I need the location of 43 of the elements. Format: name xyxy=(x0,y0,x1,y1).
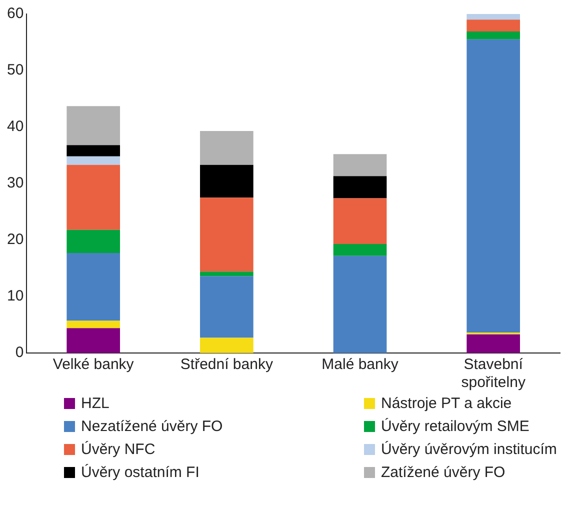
bar xyxy=(200,130,254,165)
bar xyxy=(66,252,120,321)
legend-label: Úvěry úvěrovým institucím xyxy=(381,441,557,458)
bar xyxy=(466,32,520,40)
legend-label: HZL xyxy=(81,395,110,412)
bar xyxy=(66,156,120,165)
bar xyxy=(66,320,120,328)
bar xyxy=(466,39,520,333)
legend-label: Nezatížené úvěry FO xyxy=(81,418,223,435)
bar xyxy=(66,328,120,353)
legend-label: Zatížené úvěry FO xyxy=(381,464,506,481)
bar xyxy=(200,198,254,272)
x-tick-label: Stavební spořitelny xyxy=(461,356,526,392)
x-tick-label: Střední banky xyxy=(180,356,274,374)
y-tick-label: 50 xyxy=(6,62,24,79)
bar xyxy=(333,244,387,256)
y-tick-label: 30 xyxy=(6,174,24,192)
y-tick-label: 60 xyxy=(6,5,24,22)
bar xyxy=(333,198,387,244)
y-tick-label: 20 xyxy=(6,231,24,248)
bar xyxy=(66,145,120,156)
y-tick-label: 10 xyxy=(6,288,24,305)
bar xyxy=(333,256,387,353)
bar xyxy=(200,276,254,338)
bar xyxy=(333,176,387,198)
bar xyxy=(466,334,520,353)
legend-label: Nástroje PT a akcie xyxy=(381,395,512,412)
bar xyxy=(466,20,520,32)
bar xyxy=(333,154,387,176)
y-tick-label: 40 xyxy=(6,118,24,136)
bar xyxy=(200,272,254,276)
legend-label: Úvěry NFC xyxy=(81,441,156,458)
legend-label: Úvěry retailovým SME xyxy=(381,418,530,435)
x-tick-label: Malé banky xyxy=(322,356,399,374)
bar xyxy=(200,338,254,353)
bar xyxy=(66,230,120,253)
legend-label: Úvěry ostatním FI xyxy=(81,464,200,481)
bar xyxy=(66,164,120,230)
x-tick-label: Velké banky xyxy=(52,356,134,374)
bar xyxy=(66,106,120,146)
y-tick-label: 0 xyxy=(15,344,24,362)
bar xyxy=(200,164,254,198)
bar xyxy=(466,14,520,20)
